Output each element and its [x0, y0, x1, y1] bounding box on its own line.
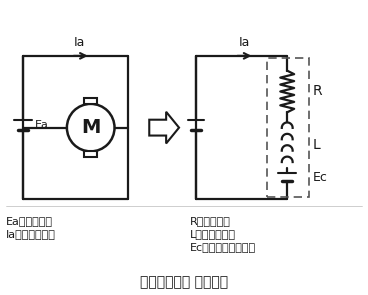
Polygon shape: [149, 112, 179, 143]
Bar: [84, 98, 97, 104]
Text: 有刷直流电机 等效电路: 有刷直流电机 等效电路: [140, 276, 228, 290]
Text: Ia: Ia: [74, 36, 85, 49]
Text: Ec：电机的感应电压: Ec：电机的感应电压: [190, 242, 256, 252]
Text: Ea: Ea: [35, 120, 49, 130]
Bar: [268, 58, 309, 197]
Text: Ia: Ia: [239, 36, 250, 49]
Text: L：线圈的电感: L：线圈的电感: [190, 229, 236, 239]
Text: Ec: Ec: [313, 171, 328, 183]
Text: Ea：电源电压: Ea：电源电压: [6, 216, 53, 226]
Text: R：电枢电阻: R：电枢电阻: [190, 216, 231, 226]
Text: L: L: [313, 138, 321, 152]
Bar: [84, 151, 97, 157]
Text: Ia：电机的电流: Ia：电机的电流: [6, 229, 56, 239]
Text: M: M: [81, 118, 100, 137]
Text: R: R: [313, 84, 323, 99]
